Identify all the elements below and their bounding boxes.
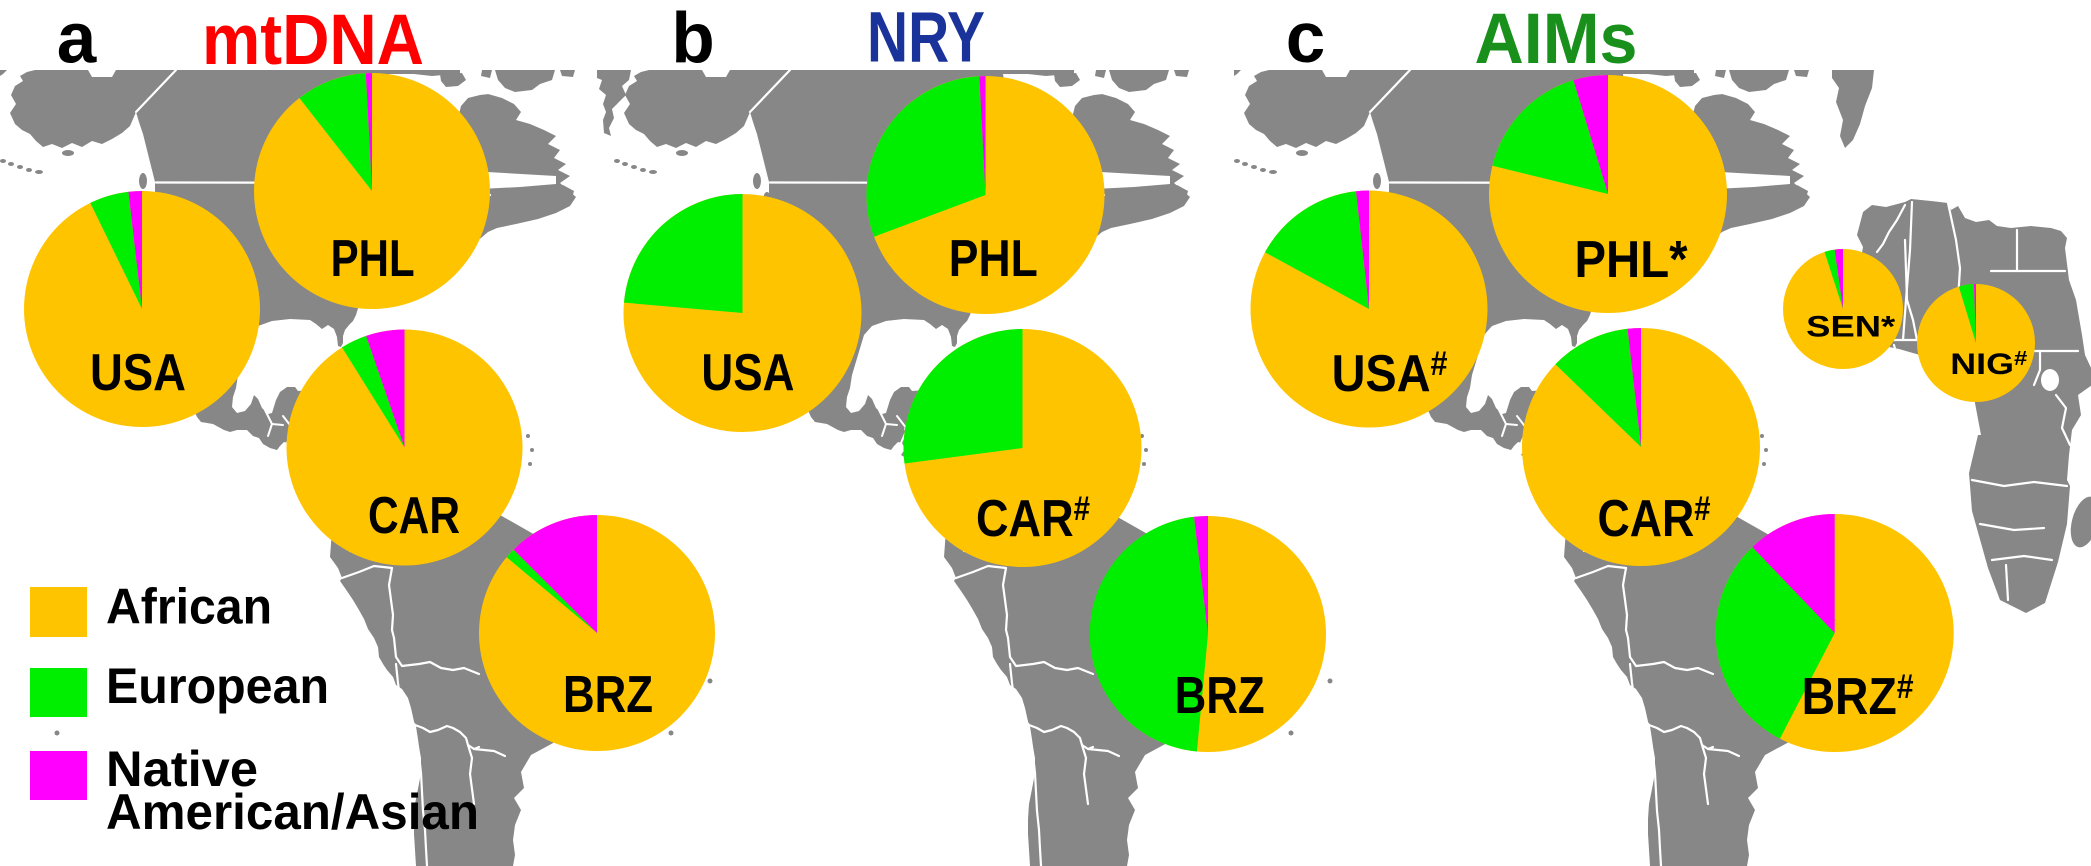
svg-text:European: European <box>106 658 329 714</box>
svg-text:CAR: CAR <box>368 487 460 545</box>
svg-text:NRY: NRY <box>867 0 985 78</box>
svg-text:SEN*: SEN* <box>1806 311 1895 344</box>
svg-text:PHL: PHL <box>949 230 1038 288</box>
svg-text:PHL*: PHL* <box>1575 231 1689 289</box>
svg-text:mtDNA: mtDNA <box>202 1 424 80</box>
svg-text:PHL: PHL <box>331 230 415 288</box>
svg-text:CAR#: CAR# <box>1598 490 1711 548</box>
svg-text:BRZ#: BRZ# <box>1802 668 1914 726</box>
svg-text:American/Asian: American/Asian <box>106 784 479 840</box>
svg-text:BRZ: BRZ <box>563 666 653 724</box>
svg-text:a: a <box>57 0 97 79</box>
svg-text:USA#: USA# <box>1332 345 1448 403</box>
svg-text:USA: USA <box>90 344 186 402</box>
svg-text:c: c <box>1286 0 1326 78</box>
svg-text:b: b <box>671 0 714 79</box>
svg-text:African: African <box>106 579 272 635</box>
svg-text:BRZ: BRZ <box>1175 667 1265 725</box>
svg-text:USA: USA <box>701 344 794 402</box>
svg-text:AIMs: AIMs <box>1475 0 1638 79</box>
svg-text:CAR#: CAR# <box>976 490 1090 548</box>
svg-text:Native: Native <box>106 741 258 797</box>
